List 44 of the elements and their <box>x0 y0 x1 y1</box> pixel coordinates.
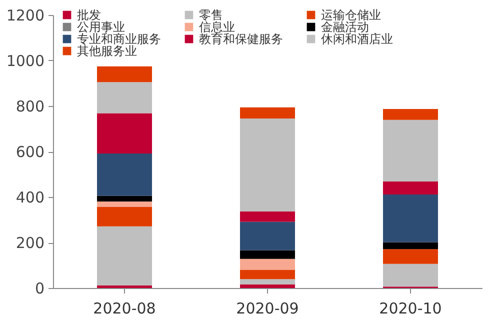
bar <box>240 284 295 288</box>
bar <box>97 82 152 114</box>
bar <box>97 154 152 196</box>
bar <box>240 270 295 280</box>
bar <box>97 206 152 226</box>
bar <box>240 279 295 284</box>
legend-label: 运输仓储业 <box>321 8 381 22</box>
bar <box>97 226 152 286</box>
x-tick-label: 2020-08 <box>93 300 156 318</box>
bar <box>97 202 152 207</box>
bar <box>240 211 295 222</box>
legend-label: 休闲和酒店业 <box>321 32 393 46</box>
legend-label: 金融活动 <box>321 20 369 34</box>
bar <box>383 249 438 264</box>
y-tick-label: 800 <box>16 98 44 116</box>
y-tick-label: 600 <box>16 143 44 161</box>
bar <box>383 194 438 242</box>
bar <box>383 242 438 250</box>
legend-label: 其他服务业 <box>77 44 137 58</box>
bar <box>240 222 295 250</box>
x-tick-label: 2020-10 <box>379 300 442 318</box>
legend-label: 教育和保健服务 <box>199 32 283 46</box>
bar <box>383 120 438 182</box>
bar <box>240 250 295 259</box>
y-tick-label: 1000 <box>6 52 44 70</box>
legend-label: 专业和商业服务 <box>77 32 161 46</box>
bar <box>240 107 295 119</box>
bar <box>240 118 295 212</box>
y-tick-label: 1200 <box>6 6 44 24</box>
x-tick-label: 2020-09 <box>236 300 299 318</box>
y-tick-label: 0 <box>34 280 44 298</box>
legend-label: 公用事业 <box>77 20 125 34</box>
bar <box>383 264 438 287</box>
bar <box>97 113 152 154</box>
bar <box>97 196 152 202</box>
legend-label: 零售 <box>199 8 223 22</box>
y-tick-label: 400 <box>16 188 44 206</box>
bar <box>383 108 438 120</box>
legend-label: 批发 <box>77 8 101 22</box>
legend-label: 信息业 <box>199 20 235 34</box>
bar <box>383 182 438 194</box>
bar <box>240 258 295 270</box>
y-tick-label: 200 <box>16 234 44 252</box>
bar <box>97 66 152 82</box>
